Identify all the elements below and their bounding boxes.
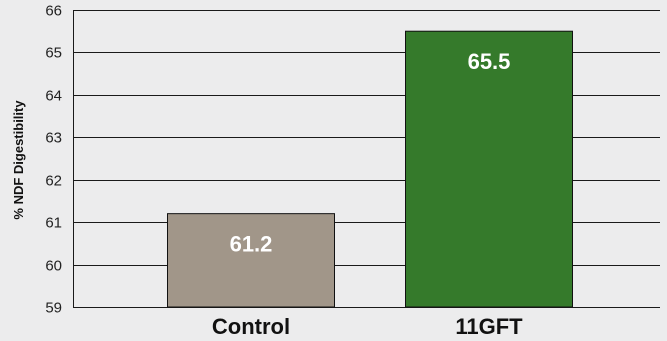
y-tick-label: 66 (45, 3, 62, 20)
y-tick-label: 62 (45, 173, 62, 190)
x-axis-category-labels: Control 11GFT (212, 314, 523, 339)
data-label-11gft: 65.5 (468, 49, 511, 74)
y-tick-label: 60 (45, 258, 62, 275)
y-tick-label: 65 (45, 45, 62, 62)
x-category-label-control: Control (212, 314, 290, 339)
y-tick-label: 59 (45, 300, 62, 317)
y-axis-title: % NDF Digestibility (11, 100, 26, 220)
data-label-control: 61.2 (230, 232, 273, 257)
bar-11gft (405, 30, 573, 308)
y-tick-label: 64 (45, 88, 62, 105)
y-tick-label: 63 (45, 130, 62, 147)
y-tick-label: 61 (45, 215, 62, 232)
data-labels: 61.2 65.5 (230, 49, 511, 256)
bars (167, 30, 573, 308)
x-category-label-11gft: 11GFT (455, 314, 523, 339)
y-axis-tick-labels: 59 60 61 62 63 64 65 66 (45, 3, 62, 317)
bar-control (167, 213, 335, 308)
